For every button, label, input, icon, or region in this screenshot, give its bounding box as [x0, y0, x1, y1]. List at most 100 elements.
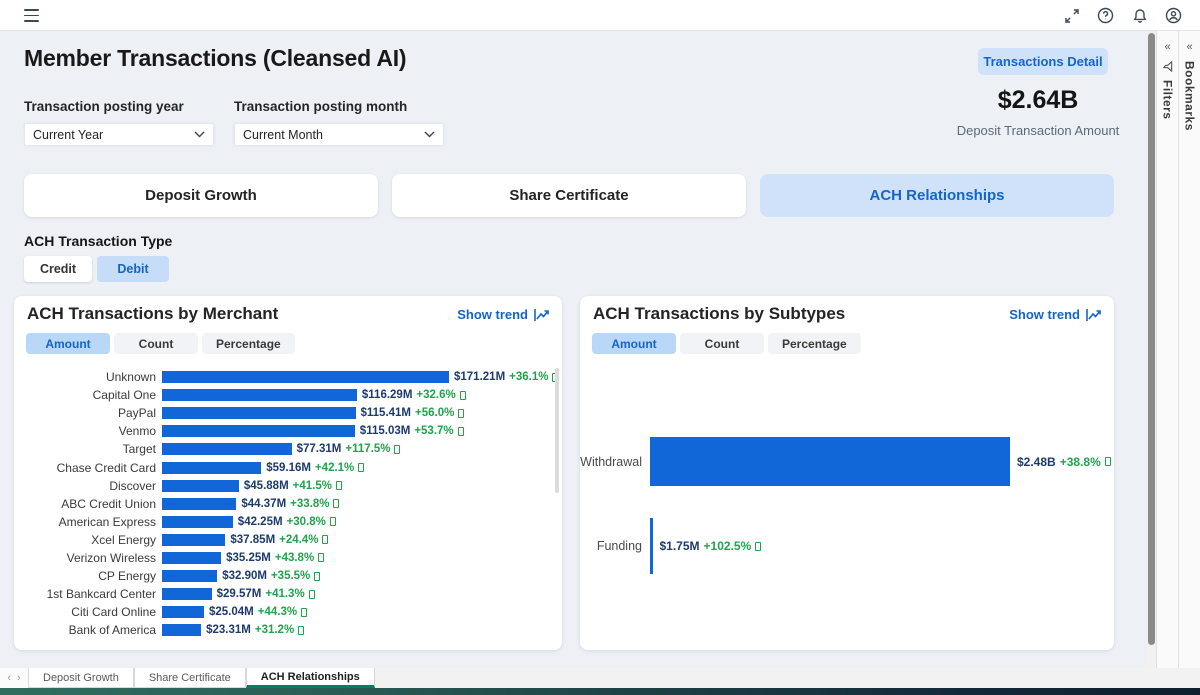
prev-page-icon[interactable]: ‹	[7, 671, 11, 684]
bar-row[interactable]: CP Energy $32.90M +35.5%	[14, 567, 562, 585]
next-page-icon[interactable]: ›	[17, 671, 21, 684]
bar[interactable]	[162, 389, 357, 402]
trend-glyph	[318, 553, 325, 563]
bar[interactable]	[162, 606, 204, 619]
page-tab-deposit-growth[interactable]: Deposit Growth	[28, 668, 134, 688]
bar[interactable]	[162, 497, 237, 510]
menu-icon[interactable]	[24, 9, 39, 22]
trend-glyph	[333, 499, 340, 509]
page-tab-ach-relationships[interactable]: ACH Relationships	[245, 668, 375, 688]
debit-toggle[interactable]: Debit	[97, 256, 169, 282]
value-label: $32.90M	[222, 570, 267, 583]
bar-row[interactable]: Verizon Wireless $35.25M +43.8%	[14, 549, 562, 567]
bar[interactable]	[162, 551, 222, 564]
bar[interactable]	[162, 407, 356, 420]
bar-row[interactable]: 1st Bankcard Center $29.57M +41.3%	[14, 585, 562, 603]
change-label: +117.5%	[345, 443, 391, 456]
expand-bookmarks-icon[interactable]: «	[1186, 41, 1193, 53]
change-label: +35.5%	[270, 570, 311, 583]
value-label: $45.88M	[243, 479, 289, 492]
bookmarks-pane-collapsed[interactable]: « Bookmarks	[1178, 31, 1200, 668]
category-label: Target	[122, 442, 156, 457]
merchant-rows: Unknown $171.21M +36.1% Capital One $116.29M…	[14, 368, 562, 639]
year-slicer-label: Transaction posting year	[24, 99, 184, 114]
bar-row[interactable]: Chase Credit Card $59.16M +42.1%	[14, 458, 562, 476]
change-label: +24.4%	[279, 533, 319, 546]
bar-row[interactable]: PayPal $115.41M +56.0%	[14, 404, 562, 422]
bar[interactable]	[162, 461, 262, 474]
bar[interactable]	[162, 570, 218, 583]
category-label: Bank of America	[68, 623, 156, 638]
category-label: Capital One	[92, 388, 156, 403]
bar[interactable]	[162, 624, 202, 637]
trend-glyph	[322, 535, 329, 545]
notifications-icon[interactable]	[1131, 7, 1148, 24]
page-tab-share-certificate[interactable]: Share Certificate	[133, 668, 246, 688]
bar[interactable]	[162, 443, 292, 456]
bar-row[interactable]: Unknown $171.21M +36.1%	[14, 368, 562, 386]
nav-button-deposit-growth[interactable]: Deposit Growth	[24, 174, 378, 217]
change-label: +53.7%	[414, 425, 454, 438]
bar-row[interactable]: Xcel Energy $37.85M +24.4%	[14, 531, 562, 549]
bar-row[interactable]: Target $77.31M +117.5%	[14, 440, 562, 458]
kpi-card: $2.64B Deposit Transaction Amount	[938, 86, 1138, 138]
bar[interactable]	[650, 518, 653, 574]
value-label: $1.75M	[659, 539, 700, 553]
pill-percentage[interactable]: Percentage	[768, 333, 861, 354]
help-icon[interactable]	[1097, 7, 1114, 24]
bar-row[interactable]: Venmo $115.03M +53.7%	[14, 422, 562, 440]
scrollbar-thumb[interactable]	[1147, 33, 1155, 645]
bar-row[interactable]: American Express $42.25M +30.8%	[14, 513, 562, 531]
bar[interactable]	[162, 515, 233, 528]
bar[interactable]	[162, 479, 239, 492]
account-icon[interactable]	[1165, 7, 1182, 24]
change-label: +102.5%	[703, 539, 752, 553]
pill-count[interactable]: Count	[114, 333, 198, 354]
bar-row[interactable]: Bank of America $23.31M +31.2%	[14, 621, 562, 639]
bar-row[interactable]: Withdrawal $2.48B +38.8%	[580, 437, 1111, 486]
bar[interactable]	[162, 425, 355, 438]
change-label: +41.3%	[265, 588, 305, 601]
vertical-scrollbar[interactable]	[1146, 31, 1156, 668]
category-label: ABC Credit Union	[61, 496, 156, 511]
fullscreen-icon[interactable]	[1063, 7, 1080, 24]
change-label: +42.1%	[314, 461, 355, 474]
year-dropdown[interactable]: Current Year	[24, 123, 214, 146]
bar[interactable]	[162, 588, 212, 601]
value-label: $25.04M	[209, 606, 254, 619]
pill-percentage[interactable]: Percentage	[202, 333, 295, 354]
change-label: +38.8%	[1059, 454, 1101, 469]
trend-glyph	[298, 625, 305, 635]
transactions-detail-button[interactable]: Transactions Detail	[978, 48, 1108, 75]
category-label: Discover	[109, 478, 156, 493]
pill-amount[interactable]: Amount	[592, 333, 676, 354]
category-label: Citi Card Online	[71, 605, 156, 620]
bar-row[interactable]: Discover $45.88M +41.5%	[14, 477, 562, 495]
bar-row[interactable]: ABC Credit Union $44.37M +33.8%	[14, 495, 562, 513]
nav-button-ach-relationships[interactable]: ACH Relationships	[760, 174, 1114, 217]
pill-amount[interactable]: Amount	[26, 333, 110, 354]
subtypes-show-trend-link[interactable]: Show trend	[1009, 307, 1102, 322]
merchant-show-trend-link[interactable]: Show trend	[457, 307, 550, 322]
kpi-label: Deposit Transaction Amount	[956, 123, 1120, 138]
trend-glyph	[1104, 457, 1111, 466]
pill-count[interactable]: Count	[680, 333, 764, 354]
bar-row[interactable]: Citi Card Online $25.04M +44.3%	[14, 603, 562, 621]
bar[interactable]	[162, 371, 449, 384]
value-label: $35.25M	[226, 551, 271, 564]
chart-scrollbar[interactable]	[555, 368, 559, 493]
bar-row[interactable]: Capital One $116.29M +32.6%	[14, 386, 562, 404]
bar[interactable]	[650, 437, 1010, 486]
bar-row[interactable]: Funding $1.75M +102.5%	[580, 518, 762, 574]
ach-type-label: ACH Transaction Type	[24, 233, 173, 249]
value-label: $115.41M	[360, 407, 412, 420]
expand-filters-icon[interactable]: «	[1164, 41, 1171, 53]
filters-pane-collapsed[interactable]: « Filters	[1156, 31, 1178, 668]
trend-glyph	[308, 589, 315, 599]
nav-button-share-certificate[interactable]: Share Certificate	[392, 174, 746, 217]
year-dropdown-value: Current Year	[33, 127, 104, 142]
credit-toggle[interactable]: Credit	[24, 256, 92, 282]
month-dropdown[interactable]: Current Month	[234, 123, 444, 146]
bar[interactable]	[162, 533, 226, 546]
